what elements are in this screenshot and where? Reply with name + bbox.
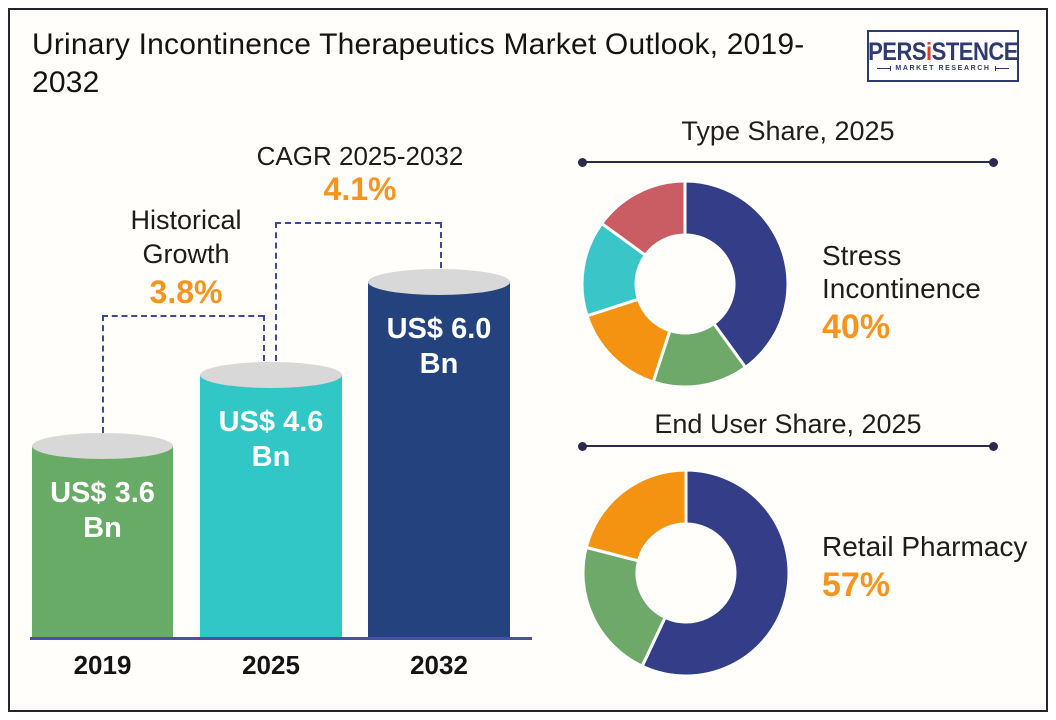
- infographic-frame: Urinary Incontinence Therapeutics Market…: [8, 8, 1048, 712]
- persistence-logo: PERSiSTENCE MARKET RESEARCH: [867, 30, 1019, 82]
- end-user-share-title: End User Share, 2025: [654, 409, 922, 439]
- bar-cylinder-2025: [200, 375, 342, 638]
- cagr-label: CAGR 2025-2032: [256, 141, 464, 171]
- cagr-bracket-left: [275, 222, 277, 361]
- logo-text-pre: PERS: [868, 36, 927, 66]
- type-share-highlight-label: Stress Incontinence: [822, 240, 981, 304]
- page-title: Urinary Incontinence Therapeutics Market…: [32, 28, 805, 99]
- end-user-share-highlight-label: Retail Pharmacy: [822, 531, 1028, 562]
- axis-label-2019: 2019: [73, 650, 132, 680]
- donut-slice-segment-3: [584, 468, 688, 563]
- end-user-share-highlight: Retail Pharmacy 57%: [822, 530, 1042, 605]
- bar-cylinder-2019: [32, 446, 173, 638]
- historical-growth-value: 3.8%: [149, 274, 223, 310]
- bar-cylinder-2032: [368, 282, 510, 638]
- historical-growth-label: Historical Growth: [130, 205, 242, 269]
- logo-subtitle: MARKET RESEARCH: [895, 64, 991, 72]
- axis-label-2032: 2032: [410, 650, 468, 680]
- historical-bracket-right: [263, 315, 265, 361]
- type-share-highlight: Stress Incontinence 40%: [822, 239, 1042, 347]
- end-user-share-donut: [581, 468, 791, 678]
- type-share-title: Type Share, 2025: [681, 116, 895, 146]
- bar-cylinder-cap: [32, 433, 173, 459]
- logo-text-post: STENCE: [931, 36, 1019, 66]
- bar-chart-baseline: [30, 637, 532, 640]
- donut-slice-segment-5: [600, 179, 687, 257]
- bar-cylinder-cap: [200, 362, 342, 388]
- bar-value-label: US$ 6.0 Bn: [386, 313, 492, 380]
- cagr-bracket-top: [275, 222, 441, 224]
- bar-cylinder-cap: [368, 269, 510, 295]
- historical-bracket-top: [102, 315, 264, 317]
- end-user-share-rule: [578, 441, 998, 451]
- donut-slice-retail-pharmacy: [640, 468, 791, 678]
- logo-subtitle-row: MARKET RESEARCH: [877, 64, 1009, 72]
- bar-value-label: US$ 3.6 Bn: [50, 477, 155, 544]
- logo-right-tick: [994, 65, 1009, 71]
- logo-wordmark: PERSiSTENCE: [868, 36, 1019, 66]
- cagr-bracket-right: [440, 222, 442, 268]
- type-share-rule: [578, 157, 998, 167]
- donut-slice-stress-incontinence: [683, 179, 790, 369]
- type-share-donut: [580, 179, 790, 389]
- end-user-share-highlight-value: 57%: [822, 566, 891, 604]
- cagr-value: 4.1%: [323, 171, 397, 207]
- logo-red-i: i: [926, 36, 932, 66]
- donut-slice-segment-2: [581, 545, 667, 668]
- bar-chart: US$ 3.6 Bn 2019 US$ 4.6 Bn 2025 US$ 6.0 Bn 2032: [10, 10, 1046, 710]
- bar-value-label: US$ 4.6 Bn: [218, 406, 324, 473]
- type-share-highlight-value: 40%: [822, 308, 891, 346]
- logo-left-tick: [877, 65, 892, 71]
- historical-bracket-left: [102, 315, 104, 433]
- axis-label-2025: 2025: [242, 650, 300, 680]
